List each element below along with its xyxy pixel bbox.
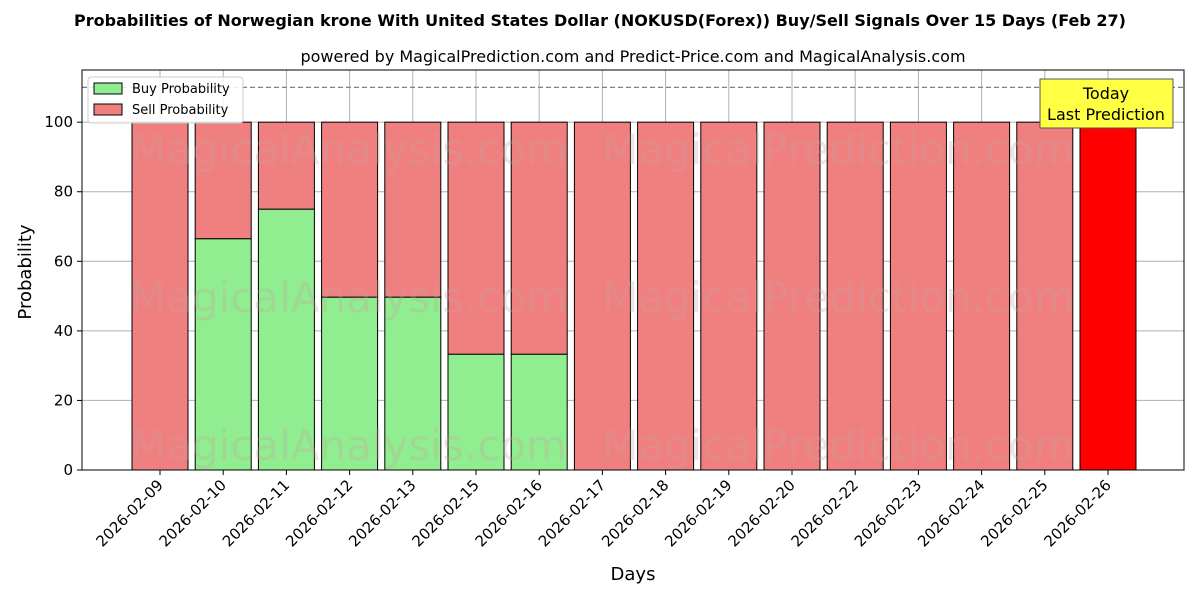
y-tick-label: 20 xyxy=(54,391,73,409)
bar-sell-2026-02-17 xyxy=(573,121,631,471)
x-tick-label: 2026-02-11 xyxy=(219,476,293,550)
bar-sell-2026-02-13 xyxy=(384,121,442,298)
bars xyxy=(131,121,1137,471)
x-tick-label: 2026-02-17 xyxy=(535,476,609,550)
chart-subtitle: powered by MagicalPrediction.com and Pre… xyxy=(300,47,965,66)
today-annotation: Today Last Prediction xyxy=(1039,78,1174,129)
x-tick-label: 2026-02-12 xyxy=(282,476,356,550)
bar-sell-2026-02-15 xyxy=(447,121,505,355)
chart-title: Probabilities of Norwegian krone With Un… xyxy=(74,11,1126,30)
x-tick-label: 2026-02-22 xyxy=(788,476,862,550)
plot-frame xyxy=(81,69,1185,471)
x-tick-label: 2026-02-10 xyxy=(156,476,230,550)
watermarks: MagicalAnalysis.com MagicalPrediction.com… xyxy=(130,125,1075,470)
today-annotation-box xyxy=(1039,78,1174,129)
legend-box xyxy=(87,76,244,124)
bar-sell-2026-02-23 xyxy=(889,121,947,471)
x-tick-label: 2026-02-16 xyxy=(472,476,546,550)
y-axis-ticks: 0 20 40 60 80 100 xyxy=(44,113,82,479)
x-tick-label: 2026-02-20 xyxy=(724,476,798,550)
bar-sell-2026-02-22 xyxy=(826,121,884,471)
bar-sell-2026-02-16 xyxy=(510,121,568,355)
bar-sell-2026-02-11 xyxy=(257,121,315,210)
x-axis-ticks: 2026-02-092026-02-102026-02-112026-02-12… xyxy=(92,470,1115,550)
bar-sell-2026-02-20 xyxy=(763,121,821,471)
x-tick-label: 2026-02-13 xyxy=(345,476,419,550)
legend-swatch-buy xyxy=(93,82,123,95)
legend-swatch-sell xyxy=(93,103,123,116)
y-tick-label: 100 xyxy=(44,113,73,131)
watermark-text: MagicalPrediction.com xyxy=(602,421,1075,470)
legend: Buy Probability Sell Probability xyxy=(87,76,244,124)
y-tick-label: 40 xyxy=(54,322,73,340)
x-tick-label: 2026-02-24 xyxy=(914,476,988,550)
bar-sell-2026-02-12 xyxy=(321,121,379,298)
legend-label-buy: Buy Probability xyxy=(132,82,230,97)
watermark-text: MagicalAnalysis.com xyxy=(130,273,567,322)
watermark-text: MagicalAnalysis.com xyxy=(130,421,567,470)
bar-buy-2026-02-12 xyxy=(321,296,379,471)
bar-buy-2026-02-15 xyxy=(447,353,505,471)
bar-sell-2026-02-25 xyxy=(1016,121,1074,471)
bar-sell-2026-02-24 xyxy=(953,121,1011,471)
watermark-text: MagicalPrediction.com xyxy=(602,273,1075,322)
y-tick-label: 60 xyxy=(54,252,73,270)
bar-sell-2026-02-26 xyxy=(1079,121,1137,471)
x-tick-label: 2026-02-18 xyxy=(598,476,672,550)
y-axis-label: Probability xyxy=(15,224,36,319)
y-tick-label: 80 xyxy=(54,183,73,201)
bar-sell-2026-02-19 xyxy=(700,121,758,471)
x-tick-label: 2026-02-19 xyxy=(661,476,735,550)
x-axis-label: Days xyxy=(611,564,656,585)
x-tick-label: 2026-02-15 xyxy=(408,476,482,550)
bar-buy-2026-02-16 xyxy=(510,353,568,471)
watermark-text: MagicalPrediction.com xyxy=(602,125,1075,174)
bar-sell-2026-02-10 xyxy=(194,121,252,240)
watermark-text: MagicalAnalysis.com xyxy=(130,125,567,174)
today-annotation-line2: Last Prediction xyxy=(1047,105,1165,124)
legend-label-sell: Sell Probability xyxy=(132,103,229,118)
y-tick-label: 0 xyxy=(63,461,73,479)
x-tick-label: 2026-02-25 xyxy=(977,476,1051,550)
x-tick-label: 2026-02-26 xyxy=(1040,476,1114,550)
today-annotation-line1: Today xyxy=(1082,84,1129,103)
x-tick-label: 2026-02-09 xyxy=(92,476,166,550)
bar-sell-2026-02-18 xyxy=(637,121,695,471)
x-tick-label: 2026-02-23 xyxy=(851,476,925,550)
